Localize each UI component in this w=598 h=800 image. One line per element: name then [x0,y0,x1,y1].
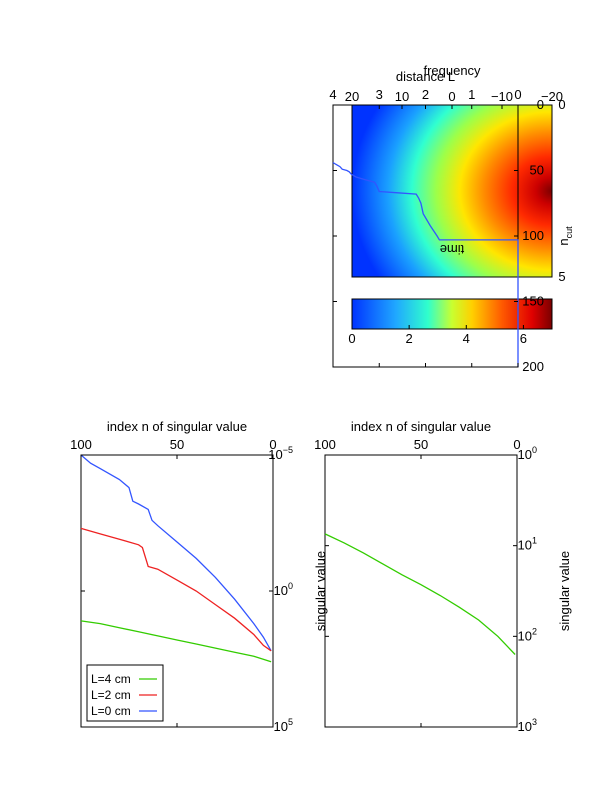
svtop-plot-ytick-label: 102 [518,626,537,643]
ncut-plot-ylabel-subscript: cut [564,226,574,239]
svtop-plot-ytick-exponent: 3 [532,717,537,727]
heatmap-ylabel: frequency [423,63,481,78]
ncut-plot-ytick-label: 50 [530,163,544,178]
svbot-plot-xlabel: index n of singular value [107,419,247,434]
svbot-plot-ytick-exponent: −5 [283,445,293,455]
ncut-plot-ytick-label: 150 [522,294,544,309]
svbot-plot-series-1 [80,527,272,652]
ncut-plot-ytick-label: 100 [522,228,544,243]
svtop-plot-xtick-label: 100 [314,437,336,452]
svbot-plot-ytick-label: 10−5 [268,445,293,462]
ncut-plot-xtick-label: 3 [376,87,383,102]
heatmap-ytick-label: 0 [448,89,455,104]
svbot-plot-legend-label: L=4 cm [91,672,131,686]
ncut-plot-xtick-label: 2 [422,87,429,102]
ncut-plot-ylabel: ncut [556,226,574,246]
ncut-plot-ytick-label: 200 [522,359,544,374]
sv-top-axes-box [324,454,518,728]
ncut-plot-xtick-label: 1 [468,87,475,102]
svbot-plot-legend-box [86,664,164,722]
svbot-plot-ytick-label: 100 [274,581,293,598]
ncut-plot-xlabel: distance L [396,69,455,84]
ncut-plot-xtick-label: 4 [329,87,336,102]
heatmap-xtick-label: 5 [558,269,565,284]
svbot-plot-xtick-label: 100 [70,437,92,452]
svbot-plot-legend-label: L=0 cm [91,704,131,718]
svbot-plot-ytick-exponent: 0 [288,581,293,591]
heatmap-ytick-label: 20 [345,89,359,104]
svtop-plot-ytick-exponent: 1 [532,536,537,546]
svbot-plot-ytick-label: 105 [274,717,293,734]
heatmap-colorbar [351,298,553,330]
heatmap-ytick-label: 10 [395,89,409,104]
svtop-plot-ytick-exponent: 2 [532,626,537,636]
colorbar-tick-label: 4 [463,331,470,346]
heatmap-xlabel: time [440,242,465,257]
svbot-plot-legend-label: L=2 cm [91,688,131,702]
heatmap-image [352,105,552,277]
svtop-plot-xlabel: index n of singular value [351,419,491,434]
colorbar-tick-label: 6 [520,331,527,346]
svtop-plot-series-0 [324,533,516,655]
ncut-plot-ytick-label: 0 [537,97,544,112]
heatmap-ytick-label: −20 [541,89,563,104]
svtop-plot-xtick-label: 50 [414,437,428,452]
svbot-plot-xtick-label: 50 [170,437,184,452]
svtop-plot-ytick-label: 100 [518,445,537,462]
svbot-plot-xtick-label: 0 [269,437,276,452]
colorbar-tick-label: 2 [406,331,413,346]
heatmap-xtick-label: 0 [558,97,565,112]
heatmap-ytick-label: −10 [491,89,513,104]
svtop-plot-ytick-exponent: 0 [532,445,537,455]
svtop-plot-xtick-label: 0 [513,437,520,452]
svbot-plot-ylabel: singular value [313,551,328,631]
svbot-plot-series-2 [80,620,272,663]
colorbar-ticks: 0 2 4 6 [348,325,527,346]
colorbar-tick-label: 0 [348,331,355,346]
svbot-plot-series-0 [80,454,272,652]
ncut-plot-series-0 [332,162,519,367]
svtop-plot-ylabel: singular value [557,551,572,631]
svtop-plot-ytick-label: 103 [518,717,537,734]
svbot-plot-ytick-exponent: 5 [288,717,293,727]
svtop-plot-ytick-label: 101 [518,536,537,553]
ncut-plot-xtick-label: 0 [514,87,521,102]
